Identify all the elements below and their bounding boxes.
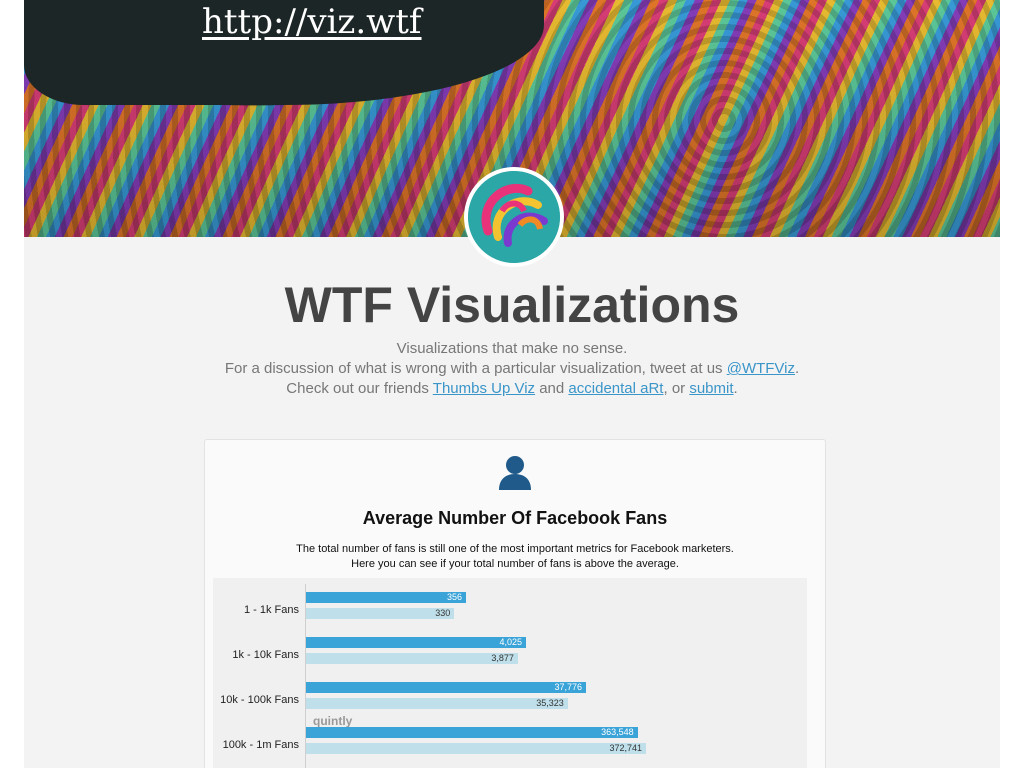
bar-primary: 37,776 — [306, 682, 586, 693]
bar-chart-plot: quintly 1 - 1k Fans 356 330 1k - 10k Fans 4,… — [213, 578, 807, 768]
twitter-handle-link[interactable]: @WTFViz — [726, 360, 795, 377]
category-label: 10k - 100k Fans — [220, 694, 299, 706]
y-axis-line — [305, 584, 306, 768]
header-banner-image: http://viz.wtf — [24, 0, 1000, 237]
category-label: 1k - 10k Fans — [232, 649, 299, 661]
bar-value-label: 4,025 — [499, 637, 522, 647]
bar-primary: 363,548 — [306, 727, 638, 738]
friends-and-text: and — [535, 380, 569, 397]
category-label: 100k - 1m Fans — [222, 739, 299, 751]
bar-primary: 356 — [306, 592, 466, 603]
tagline-text: Visualizations that make no sense. — [396, 340, 628, 357]
submit-link[interactable]: submit — [689, 380, 734, 397]
tagline: Visualizations that make no sense. — [24, 340, 1000, 357]
bar-secondary: 3,877 — [306, 653, 518, 664]
page: http://viz.wtf WTF Visualizations Visual… — [24, 0, 1000, 768]
discussion-period: . — [795, 360, 800, 377]
user-silhouette-icon — [499, 456, 531, 490]
post-card[interactable]: Average Number Of Facebook Fans The tota… — [204, 439, 826, 768]
discussion-line: For a discussion of what is wrong with a… — [24, 360, 1000, 377]
bar-secondary: 330 — [306, 608, 455, 619]
friends-period: . — [733, 380, 738, 397]
bar-value-label: 3,877 — [491, 653, 514, 663]
bar-primary: 4,025 — [306, 637, 526, 648]
friends-text: Check out our friends — [286, 380, 433, 397]
bar-secondary: 35,323 — [306, 698, 568, 709]
bar-value-label: 35,323 — [536, 698, 564, 708]
site-url-link[interactable]: http://viz.wtf — [202, 2, 422, 42]
category-label: 1 - 1k Fans — [243, 604, 299, 616]
discussion-text: For a discussion of what is wrong with a… — [224, 360, 727, 377]
friends-or-text: , or — [663, 380, 690, 397]
bar-value-label: 363,548 — [601, 727, 634, 737]
thumbs-up-viz-link[interactable]: Thumbs Up Viz — [432, 380, 536, 397]
bar-value-label: 330 — [435, 608, 451, 618]
chart-subtitle-line-2: Here you can see if your total number of… — [351, 558, 679, 570]
page-title: WTF Visualizations — [284, 277, 740, 333]
quintly-watermark: quintly — [313, 714, 353, 728]
colorful-3d-logo-icon — [468, 171, 560, 263]
bar-value-label: 356 — [446, 592, 462, 602]
chart-subtitle-line-1: The total number of fans is still one of… — [296, 543, 734, 555]
bar-secondary: 372,741 — [306, 743, 646, 754]
avatar[interactable] — [464, 167, 564, 267]
accidental-art-link[interactable]: accidental aRt — [568, 380, 664, 397]
bar-value-label: 37,776 — [554, 682, 582, 692]
bar-value-label: 372,741 — [609, 743, 642, 753]
chart-title: Average Number Of Facebook Fans — [362, 508, 668, 528]
friends-line: Check out our friends Thumbs Up Viz and … — [24, 380, 1000, 397]
